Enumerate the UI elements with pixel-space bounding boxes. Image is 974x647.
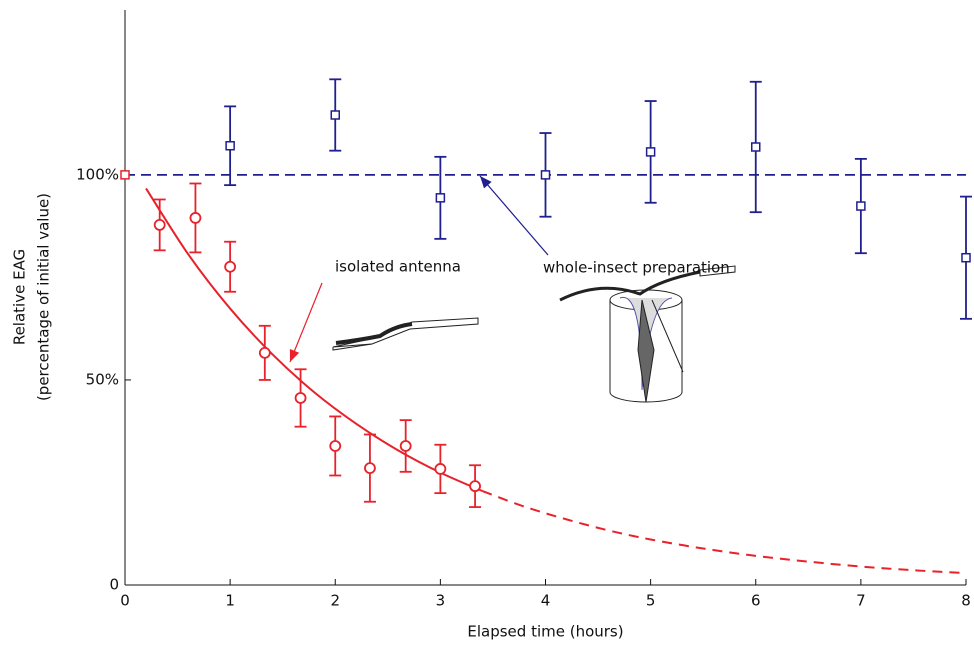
arrow-shaft — [289, 282, 323, 363]
marker — [120, 170, 130, 180]
marker — [540, 170, 551, 180]
arrow-head — [289, 349, 300, 362]
x-tick-label: 6 — [751, 592, 761, 610]
x-tick-label: 4 — [541, 592, 551, 610]
x-tick-label: 8 — [961, 592, 971, 610]
x-tick-label: 1 — [225, 592, 235, 610]
annotation: isolated antenna — [335, 258, 461, 276]
x-tick-label: 2 — [330, 592, 340, 610]
marker — [225, 141, 235, 151]
arrow-shaft — [479, 175, 549, 256]
marker — [399, 440, 412, 452]
y-tick-label: 0 — [109, 576, 119, 594]
y-axis-label: (percentage of initial value) — [35, 193, 53, 401]
marker — [364, 462, 376, 475]
marker — [329, 440, 342, 452]
arrow-head — [480, 176, 492, 189]
x-tick-label: 7 — [856, 592, 866, 610]
marker — [856, 201, 866, 211]
marker — [645, 147, 656, 157]
antenna-drawing — [332, 317, 479, 351]
y-tick-label: 50% — [86, 370, 119, 388]
annotation-arrow — [479, 175, 549, 256]
annotation: whole-insect preparation — [543, 259, 730, 277]
marker — [258, 346, 271, 359]
marker — [751, 142, 761, 152]
x-axis-label: Elapsed time (hours) — [467, 623, 623, 641]
marker — [189, 212, 202, 224]
x-tick-label: 3 — [436, 592, 446, 610]
fit-curve — [145, 187, 483, 492]
x-tick-label: 0 — [120, 592, 130, 610]
x-tick-label: 5 — [646, 592, 656, 610]
marker — [961, 252, 971, 263]
insect-drawing — [559, 265, 736, 403]
marker — [469, 480, 481, 493]
marker — [294, 392, 307, 404]
fit-curve — [482, 490, 967, 575]
annotation-arrow — [289, 282, 323, 363]
y-axis-label: Relative EAG — [11, 249, 29, 345]
marker — [153, 219, 166, 231]
marker — [434, 463, 447, 475]
marker — [330, 110, 340, 120]
marker — [435, 193, 446, 203]
marker — [224, 260, 237, 273]
y-tick-label: 100% — [76, 165, 119, 183]
